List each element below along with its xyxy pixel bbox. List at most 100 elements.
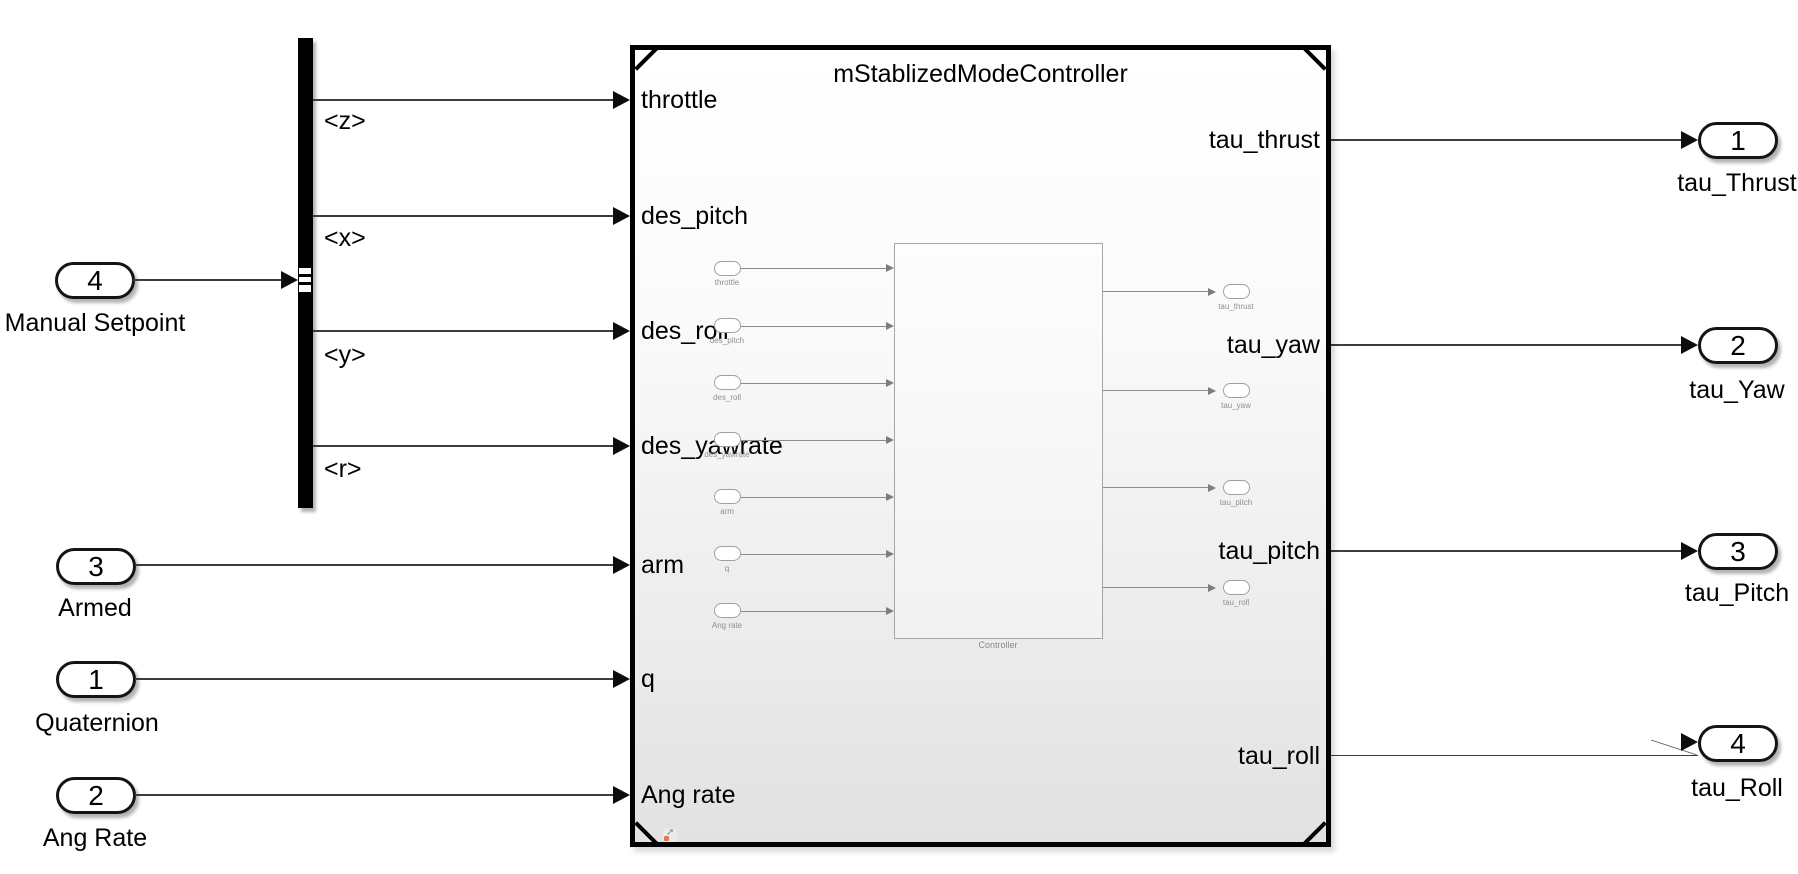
preview-wire	[741, 268, 887, 269]
preview-wire	[741, 497, 887, 498]
preview-arrowhead	[886, 493, 894, 501]
bus-selector-input-port-icon	[299, 268, 311, 292]
preview-label: arm	[720, 507, 734, 516]
wire-tau-yaw-out[interactable]	[1331, 344, 1682, 346]
outport-number: 4	[1730, 727, 1746, 759]
outport-block-tau-thrust[interactable]: 1	[1698, 122, 1778, 159]
preview-arrowhead	[886, 322, 894, 330]
preview-wire	[1103, 390, 1209, 391]
preview-outport-tau-thrust	[1223, 284, 1250, 299]
preview-label: throttle	[714, 278, 740, 287]
preview-controller-block	[894, 243, 1103, 639]
wire-tau-thrust-out[interactable]	[1331, 139, 1682, 141]
wire-arrowhead	[613, 556, 630, 574]
preview-label: tau_thrust	[1218, 302, 1254, 311]
wire-manual-setpoint-to-bus[interactable]	[133, 279, 283, 281]
block-label-tau-roll[interactable]: tau_Roll	[1691, 774, 1783, 802]
wire-arrowhead	[1681, 336, 1698, 354]
inport-block-quaternion[interactable]: 1	[56, 661, 136, 698]
block-label-armed[interactable]: Armed	[58, 594, 132, 622]
wire-quaternion-to-q[interactable]	[135, 678, 614, 680]
preview-inport-des-yawrate	[714, 432, 741, 447]
inport-number: 2	[88, 779, 104, 811]
preview-outport-tau-roll	[1223, 580, 1250, 595]
wire-arrowhead	[1681, 542, 1698, 560]
preview-wire	[741, 383, 887, 384]
preview-outport-tau-yaw	[1223, 383, 1250, 398]
outport-block-tau-pitch[interactable]: 3	[1698, 533, 1778, 570]
subsystem-input-label-des-pitch: des_pitch	[641, 202, 749, 230]
outport-block-tau-roll[interactable]: 4	[1698, 725, 1778, 762]
preview-label: tau_yaw	[1221, 401, 1251, 410]
outport-block-tau-yaw[interactable]: 2	[1698, 327, 1778, 364]
preview-label: tau_roll	[1222, 598, 1250, 607]
preview-arrowhead	[886, 607, 894, 615]
preview-label: des_roll	[712, 393, 741, 402]
preview-wire	[741, 611, 887, 612]
preview-arrowhead	[1208, 484, 1216, 492]
inport-number: 3	[88, 550, 104, 582]
subsystem-input-label-throttle: throttle	[641, 86, 718, 114]
subsystem-title: mStablizedModeController	[833, 60, 1128, 88]
preview-inport-throttle	[714, 261, 741, 276]
bus-signal-tag-r[interactable]: <r>	[324, 455, 362, 483]
wire-bus-y-to-des-roll[interactable]	[313, 330, 614, 332]
block-label-tau-yaw[interactable]: tau_Yaw	[1689, 376, 1785, 404]
outport-number: 3	[1730, 535, 1746, 567]
subsystem-block[interactable]: mStablizedModeController throttle des_pi…	[630, 45, 1331, 847]
open-content-badge-icon[interactable]: ➚	[663, 827, 677, 842]
block-label-ang-rate[interactable]: Ang Rate	[42, 824, 148, 852]
corner-mark-icon	[634, 821, 660, 847]
preview-arrowhead	[1208, 387, 1216, 395]
subsystem-output-label-tau-pitch: tau_pitch	[1218, 537, 1320, 565]
preview-label: des_yawrate	[704, 450, 750, 459]
preview-arrowhead	[1208, 584, 1216, 592]
subsystem-input-label-ang-rate: Ang rate	[641, 781, 736, 809]
preview-inport-arm	[714, 489, 741, 504]
preview-inport-q	[714, 546, 741, 561]
wire-arrowhead	[613, 670, 630, 688]
wire-arrowhead	[281, 271, 298, 289]
wire-arrowhead	[613, 322, 630, 340]
wire-arrowhead	[613, 91, 630, 109]
preview-wire	[741, 326, 887, 327]
wire-arrowhead	[613, 786, 630, 804]
subsystem-input-label-arm: arm	[641, 551, 685, 579]
wire-bus-r-to-des-yawrate[interactable]	[313, 445, 614, 447]
block-label-manual-setpoint[interactable]: Manual Setpoint	[4, 309, 186, 337]
inport-block-armed[interactable]: 3	[56, 548, 136, 585]
preview-arrowhead	[886, 264, 894, 272]
wire-arrowhead	[613, 207, 630, 225]
inport-number: 4	[87, 264, 103, 296]
inport-block-ang-rate[interactable]: 2	[56, 777, 136, 814]
wire-arrowhead	[1681, 733, 1698, 751]
bus-signal-tag-y[interactable]: <y>	[324, 341, 366, 369]
inport-block-manual-setpoint[interactable]: 4	[55, 262, 135, 299]
subsystem-output-label-tau-roll: tau_roll	[1238, 742, 1320, 770]
bus-signal-tag-x[interactable]: <x>	[324, 224, 366, 252]
preview-controller-label: Controller	[978, 640, 1018, 650]
wire-tau-pitch-out[interactable]	[1331, 550, 1682, 552]
corner-mark-icon	[1301, 821, 1327, 847]
preview-wire	[741, 554, 887, 555]
block-label-tau-pitch[interactable]: tau_Pitch	[1684, 579, 1790, 607]
block-label-tau-thrust[interactable]: tau_Thrust	[1677, 169, 1797, 197]
block-label-quaternion[interactable]: Quaternion	[35, 709, 159, 737]
inport-number: 1	[88, 663, 104, 695]
preview-inport-des-pitch	[714, 318, 741, 333]
preview-inport-des-roll	[714, 375, 741, 390]
wire-bus-x-to-des-pitch[interactable]	[313, 215, 614, 217]
wire-angrate-to-angrate[interactable]	[135, 794, 614, 796]
wire-bus-z-to-throttle[interactable]	[313, 99, 614, 101]
subsystem-output-label-tau-thrust: tau_thrust	[1208, 126, 1320, 154]
bus-selector-block[interactable]	[298, 38, 313, 508]
preview-wire	[741, 440, 887, 441]
bus-signal-tag-z[interactable]: <z>	[324, 107, 366, 135]
preview-arrowhead	[886, 550, 894, 558]
preview-outport-tau-pitch	[1223, 480, 1250, 495]
wire-tau-roll-out[interactable]	[1331, 755, 1698, 756]
preview-arrowhead	[886, 379, 894, 387]
wire-arrowhead	[613, 437, 630, 455]
wire-armed-to-arm[interactable]	[135, 564, 614, 566]
